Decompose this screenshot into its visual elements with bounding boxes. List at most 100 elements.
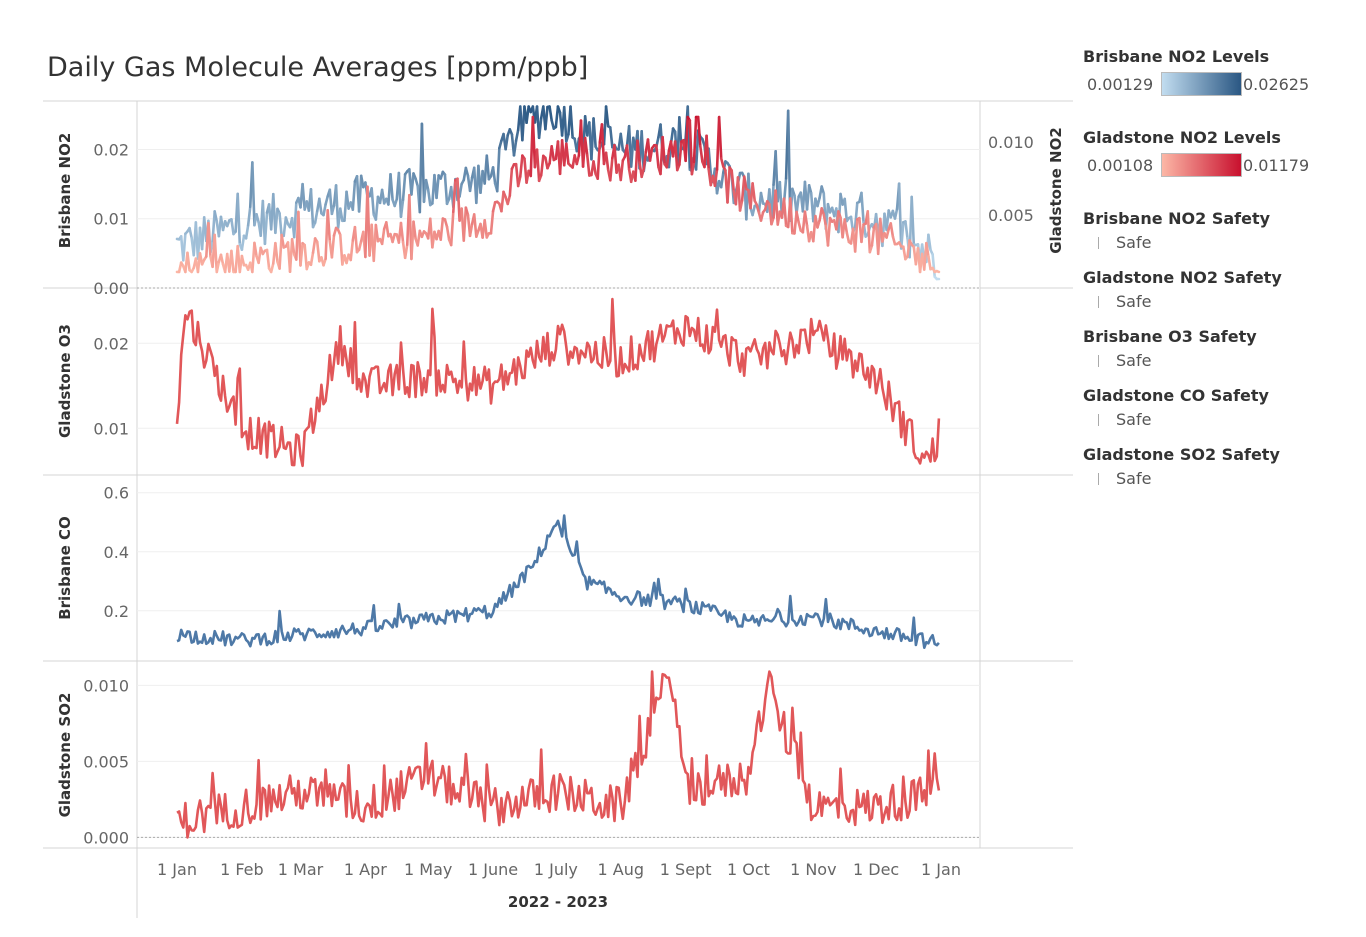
x-tick-label: 1 July [534,860,578,879]
line-segment [910,195,916,246]
line-segment [843,218,849,234]
line-segment [893,207,899,220]
line-segment [608,156,614,182]
line-segment [768,202,773,226]
line-segment [389,172,394,202]
y-tick-label: 0.02 [93,140,129,159]
line-segment [665,149,671,169]
line-segment [435,174,440,200]
line-segment [935,269,941,274]
line-segment [424,178,430,192]
x-tick-label: 1 Aug [597,860,644,879]
line-segment [803,210,809,227]
line-segment [215,260,221,274]
line-segment [324,194,330,206]
line-segment [514,128,520,142]
line-segment [705,134,710,171]
line-segment [719,171,725,189]
legend-title: Gladstone NO2 Safety [1083,268,1282,287]
right-y-tick-label: 0.005 [988,206,1034,225]
line-segment [213,233,219,274]
line-segment [506,194,512,206]
line-segment [269,262,275,274]
legend-title: Brisbane NO2 Levels [1083,47,1270,66]
line-segment [508,167,514,197]
line-segment [330,234,336,259]
line-segment [274,241,279,264]
line-segment [661,135,667,166]
line-segment [730,169,736,193]
legend-gladstone-co-safety: Gladstone CO Safety Safe [1083,386,1269,431]
line-segment [554,105,560,129]
line-segment [902,245,907,261]
x-axis: 1 Jan 1 Feb 1 Mar 1 Apr 1 May 1 June 1 July 1 A… [157,860,961,879]
line-segment [328,188,334,216]
line-segment [596,141,602,180]
line-segment [826,216,832,247]
line-segment [391,232,396,244]
line-segment [263,211,269,246]
line-segment [797,221,803,232]
chart-plots: 0.00 0.01 0.02 Brisbane NO2 0.005 0.010 Gladst… [43,100,1073,918]
pane-o3: 0.01 0.02 Gladstone O3 [56,297,980,468]
line-segment [843,197,849,223]
line-segment [449,210,455,247]
legend-mark [1098,473,1099,485]
pane-co: 0.2 0.4 0.6 Brisbane CO [56,484,980,649]
line-segment [619,159,625,182]
line-segment [489,209,495,235]
legend-item-label: Safe [1116,233,1152,252]
legend-mark [1098,355,1099,367]
line-segment [439,217,445,241]
line-segment [401,172,407,202]
line-segment [301,182,306,211]
line-segment [338,233,344,266]
line-segment [299,241,304,267]
legend-gladstone-no2: Gladstone NO2 Levels 0.00108 0.01179 [1083,128,1309,179]
x-tick-label: 1 Sept [660,860,712,879]
line-segment [565,142,570,165]
line-segment [230,218,235,236]
line-segment [426,188,432,207]
x-axis-title: 2022 - 2023 [508,893,608,911]
line-segment [500,190,505,213]
y-axis-label: Gladstone SO2 [56,693,74,818]
line-segment [575,154,581,166]
pane-so2: 0.000 0.005 0.010 Gladstone SO2 [56,670,980,847]
line-segment [550,145,556,162]
line-segment [759,210,765,222]
line-segment [315,240,321,263]
line-segment [625,144,631,171]
line-segment [583,136,589,157]
y-tick-label: 0.01 [93,419,129,438]
line-segment [782,197,788,228]
line-segment [805,184,811,211]
line-segment [759,191,765,205]
line-segment [889,222,895,238]
series-line [175,297,941,468]
color-gradient [1161,72,1242,96]
line-segment [374,223,380,243]
line-segment [853,201,859,229]
line-segment [265,248,271,270]
line-segment [891,235,897,246]
line-segment [688,119,694,176]
legend-mark [1098,296,1099,308]
legend-item-label: Safe [1116,351,1152,370]
y-tick-label: 0.005 [83,752,129,771]
line-segment [330,204,336,216]
line-segment [370,187,376,216]
line-segment [403,243,409,260]
x-tick-label: 1 June [468,860,518,879]
line-segment [498,139,503,150]
line-segment [899,220,905,250]
line-segment [860,223,865,244]
y-tick-label: 0.6 [104,484,129,503]
line-segment [313,209,319,224]
legend-title: Gladstone SO2 Safety [1083,445,1280,464]
line-segment [539,154,545,177]
x-tick-label: 1 May [404,860,452,879]
line-segment [795,210,800,224]
line-segment [236,192,242,246]
line-segment [322,203,327,217]
